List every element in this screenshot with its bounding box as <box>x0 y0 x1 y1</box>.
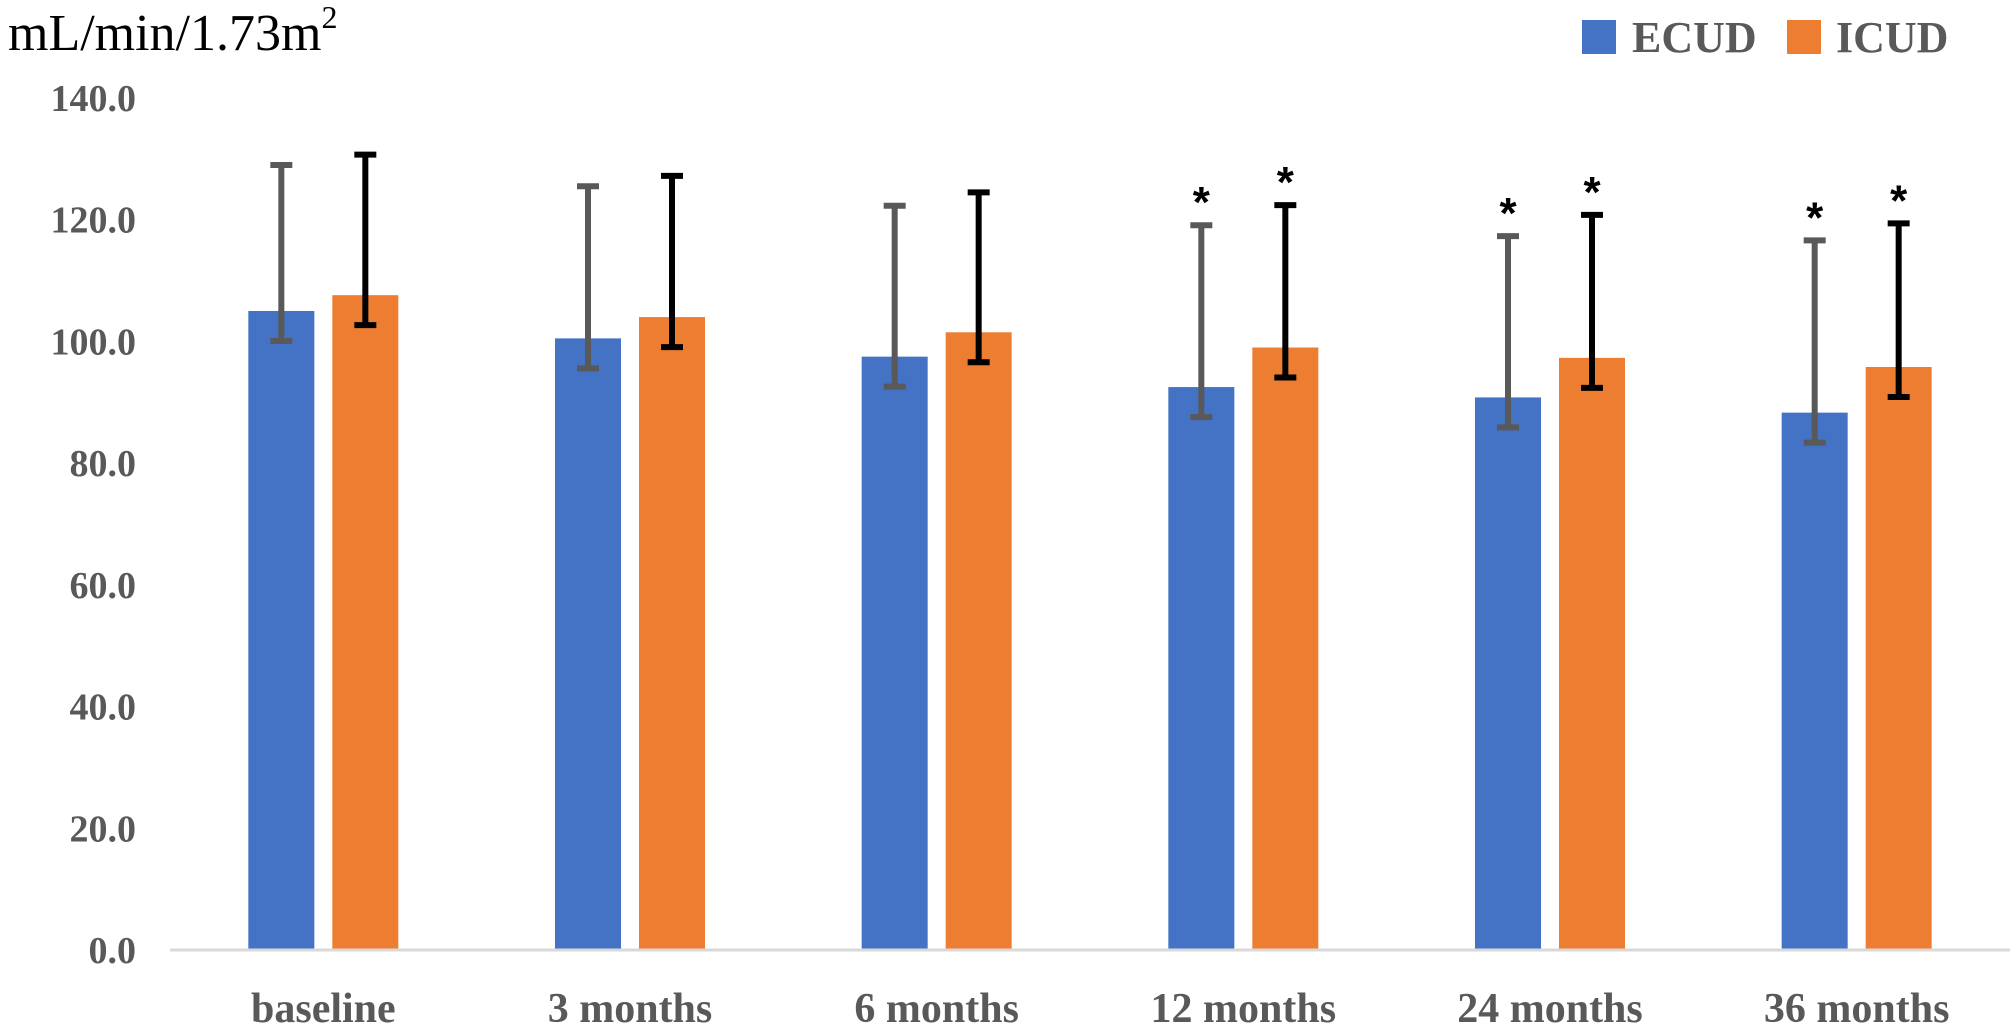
error-bar-ecud-5 <box>1803 237 1826 446</box>
error-bar-ecud-1 <box>577 183 599 372</box>
x-axis-labels: baseline 3 months 6 months 12 months 24 mont… <box>251 986 1949 1032</box>
error-bar-icud-5 <box>1887 220 1910 400</box>
y-axis-ticks: 0.0 20.0 40.0 60.0 80.0 100.0 120.0 140.0 <box>51 78 137 972</box>
x-tick-label: 24 months <box>1457 986 1643 1032</box>
error-bar-icud-0 <box>354 151 377 329</box>
error-bar-ecud-2 <box>883 202 906 390</box>
error-bar-ecud-0 <box>270 161 293 344</box>
y-tick-label: 60.0 <box>70 565 137 607</box>
significance-star-icud-5: * <box>1890 176 1908 225</box>
error-bar-icud-1 <box>661 172 683 351</box>
y-tick-label: 140.0 <box>51 78 137 120</box>
bar-ecud-4 <box>1475 397 1541 951</box>
legend-label-icud: ICUD <box>1836 13 1948 62</box>
x-tick-label: 12 months <box>1151 986 1337 1032</box>
significance-star-icud-3: * <box>1277 158 1295 207</box>
x-tick-label: baseline <box>251 986 396 1032</box>
y-tick-label: 20.0 <box>70 808 137 850</box>
y-axis-unit-label: mL/min/1.73m2 <box>8 0 337 62</box>
bar-icud-5 <box>1865 366 1932 950</box>
x-tick-label: 36 months <box>1764 986 1950 1032</box>
bar-icud-4 <box>1559 357 1625 950</box>
x-tick-label: 3 months <box>548 986 713 1032</box>
significance-star-ecud-3: * <box>1193 178 1211 227</box>
bar-icud-1 <box>639 317 705 951</box>
y-tick-label: 120.0 <box>51 200 137 242</box>
error-bar-ecud-4 <box>1497 233 1519 431</box>
significance-star-ecud-5: * <box>1806 193 1824 242</box>
error-bars <box>270 151 1910 446</box>
x-tick-label: 6 months <box>854 986 1019 1032</box>
bar-icud-3 <box>1252 347 1319 950</box>
y-tick-label: 0.0 <box>89 930 137 972</box>
bars <box>248 295 1932 951</box>
legend-swatch-ecud <box>1582 20 1616 54</box>
bar-ecud-5 <box>1781 412 1848 950</box>
y-tick-label: 40.0 <box>70 687 137 729</box>
bar-ecud-2 <box>861 356 928 951</box>
error-bar-ecud-3 <box>1190 222 1213 421</box>
legend: ECUD ICUD <box>1582 13 1948 62</box>
significance-markers: * * * * * * <box>1193 158 1908 242</box>
bar-ecud-1 <box>555 338 621 950</box>
bar-ecud-3 <box>1168 387 1235 951</box>
legend-swatch-icud <box>1787 20 1821 54</box>
y-tick-label: 80.0 <box>70 443 137 485</box>
bar-icud-2 <box>945 332 1012 950</box>
error-bar-icud-2 <box>967 189 990 366</box>
bar-icud-0 <box>332 295 399 951</box>
significance-star-icud-4: * <box>1583 168 1601 217</box>
error-bar-icud-4 <box>1581 211 1603 391</box>
legend-label-ecud: ECUD <box>1632 13 1757 62</box>
error-bar-icud-3 <box>1274 202 1297 381</box>
y-tick-label: 100.0 <box>51 321 137 363</box>
significance-star-ecud-4: * <box>1499 189 1517 238</box>
bar-ecud-0 <box>248 311 315 950</box>
